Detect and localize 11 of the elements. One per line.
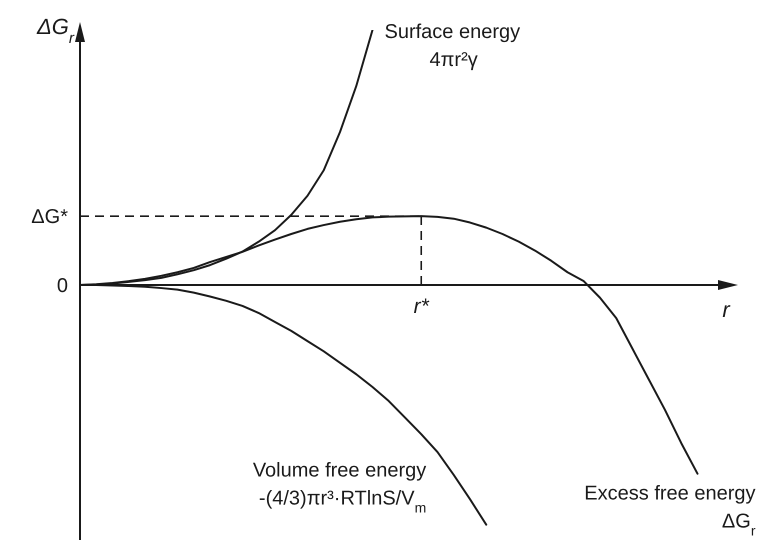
series-label: Excess free energy: [584, 482, 756, 505]
series-label: Surface energy: [384, 21, 520, 43]
annotation: 4πr²γ: [430, 49, 478, 71]
annotation: r*: [414, 295, 430, 318]
ref-line-label: ΔG*: [31, 206, 68, 228]
text: ΔG$_{r}$: [722, 510, 756, 539]
series-label: Volume free energy: [252, 460, 426, 482]
annotation: -(4/3)πr³·RTlnS/V$_{m}$: [258, 488, 426, 516]
x-axis-title: r: [722, 297, 732, 322]
y-axis-title: ΔG$_{r}$: [36, 14, 75, 46]
text: 0: [56, 275, 68, 297]
